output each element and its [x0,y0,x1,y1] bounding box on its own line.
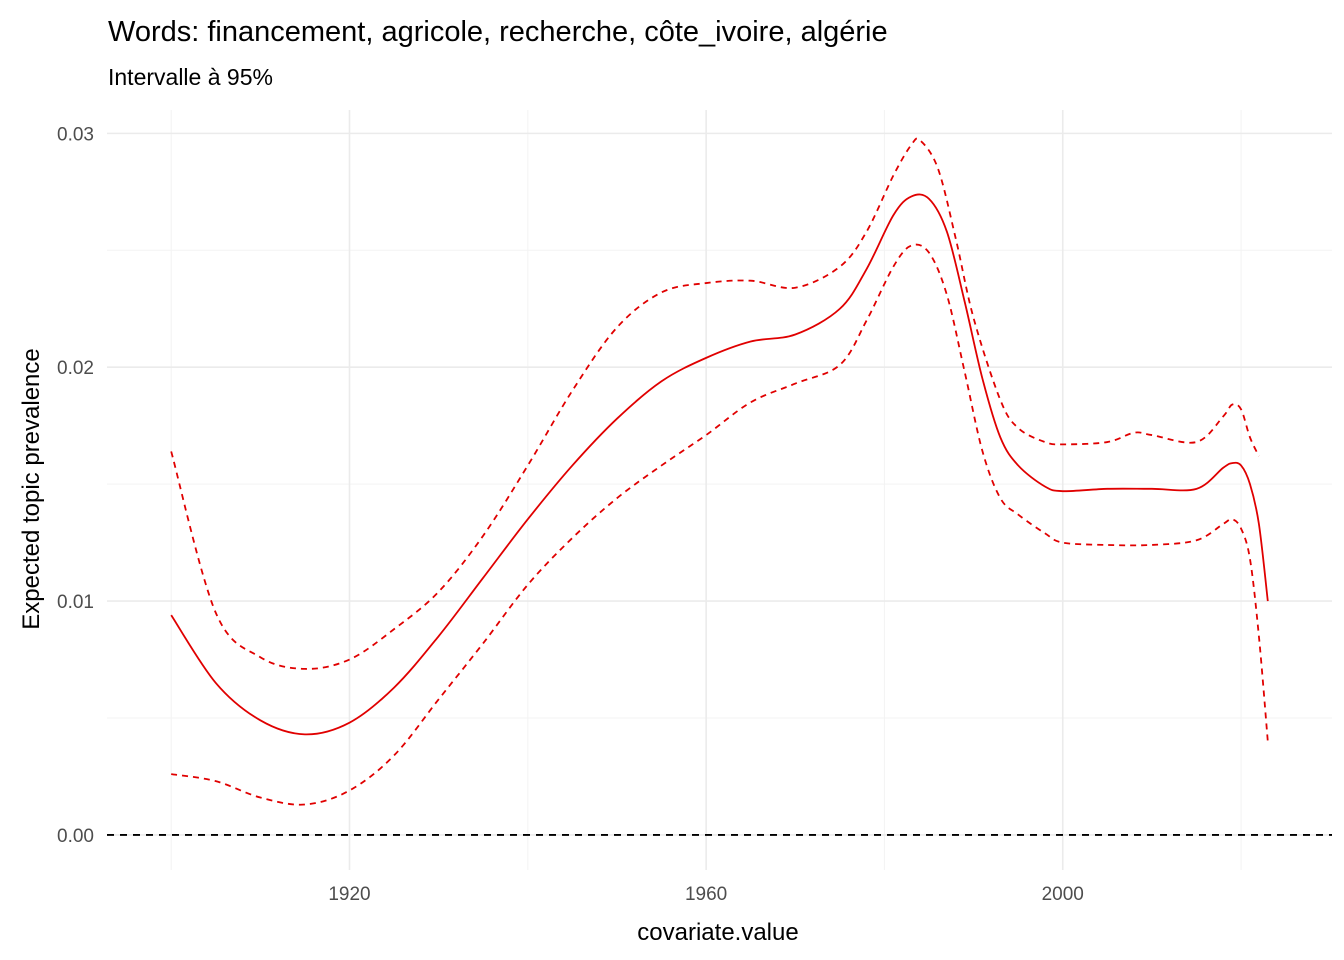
y-tick-label: 0.01 [57,592,94,613]
series-line-lower-95 [171,243,1269,806]
chart-subtitle: Intervalle à 95% [108,64,273,90]
x-tick-label: 1960 [685,884,727,905]
y-axis-ticks: 0.00 0.01 0.02 0.03 [57,124,94,847]
major-gridlines [107,110,1332,870]
series-line-upper-95 [170,137,1260,670]
plot-panel [107,110,1332,870]
y-tick-label: 0.03 [57,124,94,145]
series-line-estimate [170,193,1269,736]
minor-gridlines [107,110,1332,870]
chart-title: Words: financement, agricole, recherche,… [108,16,888,48]
x-axis-title: covariate.value [637,919,798,946]
x-axis-ticks: 1920 1960 2000 [328,884,1084,905]
y-tick-label: 0.02 [57,358,94,379]
x-tick-label: 1920 [328,884,370,905]
series-lines [170,137,1269,806]
y-tick-label: 0.00 [57,826,94,847]
y-axis-title: Expected topic prevalence [18,348,45,630]
x-tick-label: 2000 [1042,884,1084,905]
